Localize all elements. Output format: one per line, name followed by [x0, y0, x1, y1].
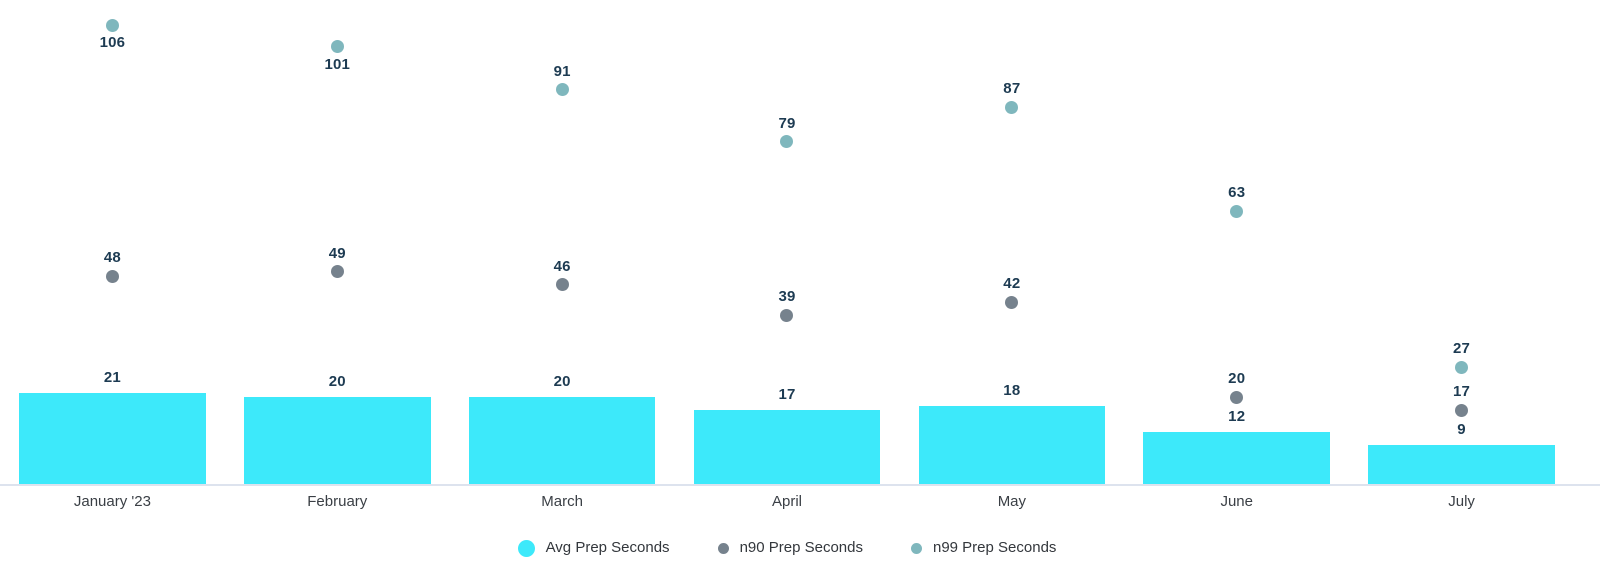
value-label-avg-prep-seconds-april: 17: [778, 386, 796, 404]
chart-column-january-23: 21 48 106: [0, 0, 225, 484]
legend-label-n90-prep-seconds: n90 Prep Seconds: [739, 539, 863, 556]
dot-n90-prep-seconds-may[interactable]: [1005, 295, 1019, 309]
value-label-avg-prep-seconds-february: 20: [328, 373, 346, 391]
bar-avg-prep-seconds-april[interactable]: [693, 410, 881, 484]
legend-label-avg-prep-seconds: Avg Prep Seconds: [545, 539, 670, 556]
legend-label-n99-prep-seconds: n99 Prep Seconds: [932, 539, 1057, 556]
legend: Avg Prep Seconds n90 Prep Seconds n99 Pr…: [0, 539, 1574, 557]
x-axis-label-june: June: [1220, 493, 1253, 510]
legend-item-n99-prep-seconds[interactable]: n99 Prep Seconds: [910, 539, 1057, 557]
value-label-avg-prep-seconds-may: 18: [1003, 382, 1021, 400]
legend-swatch-n90-prep-seconds: [717, 542, 729, 554]
bar-avg-prep-seconds-july[interactable]: [1368, 445, 1555, 484]
dot-n99-prep-seconds-march[interactable]: [555, 83, 569, 97]
x-axis-label-february: February: [307, 493, 368, 510]
x-axis-label-may: May: [997, 493, 1027, 510]
value-label-n90-prep-seconds-january-23: 48: [103, 249, 121, 267]
bar-avg-prep-seconds-february[interactable]: [243, 397, 431, 484]
dot-n99-prep-seconds-february[interactable]: [330, 40, 344, 54]
x-axis-label-january-23: January '23: [73, 493, 151, 510]
value-label-n99-prep-seconds-april: 79: [778, 114, 796, 132]
value-label-n99-prep-seconds-march: 91: [553, 62, 571, 80]
dot-n90-prep-seconds-april[interactable]: [780, 308, 794, 322]
dot-n99-prep-seconds-may[interactable]: [1005, 100, 1019, 114]
x-axis-labels: January '23 February March April May June July: [0, 486, 1574, 511]
value-label-avg-prep-seconds-january-23: 21: [103, 369, 121, 387]
dot-n99-prep-seconds-july[interactable]: [1455, 360, 1469, 374]
chart-column-march: 20 46 91: [450, 0, 675, 484]
dot-n90-prep-seconds-july[interactable]: [1455, 403, 1469, 417]
bar-avg-prep-seconds-january-23[interactable]: [19, 393, 206, 484]
value-label-n90-prep-seconds-may: 42: [1003, 275, 1021, 293]
bar-avg-prep-seconds-june[interactable]: [1143, 432, 1330, 484]
plot-area: 21 48 106 20 49 101 20 46 91 17 39 79 18 42 87 12 20 63 9 1…: [0, 0, 1574, 484]
dot-n90-prep-seconds-june[interactable]: [1230, 390, 1244, 404]
value-label-avg-prep-seconds-july: 9: [1457, 421, 1466, 439]
value-label-n99-prep-seconds-june: 63: [1228, 184, 1246, 202]
value-label-n99-prep-seconds-january-23: 106: [99, 34, 126, 52]
x-axis-label-april: April: [772, 493, 803, 510]
value-label-n90-prep-seconds-march: 46: [553, 257, 571, 275]
legend-item-avg-prep-seconds[interactable]: Avg Prep Seconds: [517, 539, 670, 557]
dot-n90-prep-seconds-march[interactable]: [555, 278, 569, 292]
chart-column-july: 9 17 27: [1349, 0, 1574, 484]
value-label-n90-prep-seconds-april: 39: [778, 288, 796, 306]
value-label-avg-prep-seconds-march: 20: [553, 373, 571, 391]
x-axis-line: [0, 484, 1600, 486]
value-label-n90-prep-seconds-june: 20: [1228, 370, 1246, 388]
dot-n90-prep-seconds-january-23[interactable]: [105, 269, 119, 283]
value-label-avg-prep-seconds-june: 12: [1228, 408, 1246, 426]
value-label-n99-prep-seconds-july: 27: [1453, 340, 1471, 358]
legend-swatch-avg-prep-seconds: [517, 539, 535, 557]
value-label-n90-prep-seconds-july: 17: [1453, 383, 1471, 401]
chart-column-february: 20 49 101: [225, 0, 450, 484]
dot-n99-prep-seconds-april[interactable]: [780, 135, 794, 149]
bar-avg-prep-seconds-may[interactable]: [918, 406, 1106, 484]
chart-column-june: 12 20 63: [1124, 0, 1349, 484]
dot-n99-prep-seconds-january-23[interactable]: [105, 18, 119, 32]
dot-n99-prep-seconds-june[interactable]: [1230, 204, 1244, 218]
chart-column-april: 17 39 79: [675, 0, 900, 484]
x-axis-label-july: July: [1448, 493, 1475, 510]
value-label-n99-prep-seconds-february: 101: [324, 55, 351, 73]
plot-wrap: 21 48 106 20 49 101 20 46 91 17 39 79 18 42 87 12 20 63 9 1…: [0, 0, 1600, 486]
legend-item-n90-prep-seconds[interactable]: n90 Prep Seconds: [717, 539, 863, 557]
value-label-n90-prep-seconds-february: 49: [328, 244, 346, 262]
x-axis-label-march: March: [541, 493, 583, 510]
dot-n90-prep-seconds-february[interactable]: [330, 265, 344, 279]
value-label-n99-prep-seconds-may: 87: [1003, 80, 1021, 98]
chart-column-may: 18 42 87: [899, 0, 1124, 484]
legend-swatch-n99-prep-seconds: [910, 542, 922, 554]
bar-avg-prep-seconds-march[interactable]: [468, 397, 656, 484]
